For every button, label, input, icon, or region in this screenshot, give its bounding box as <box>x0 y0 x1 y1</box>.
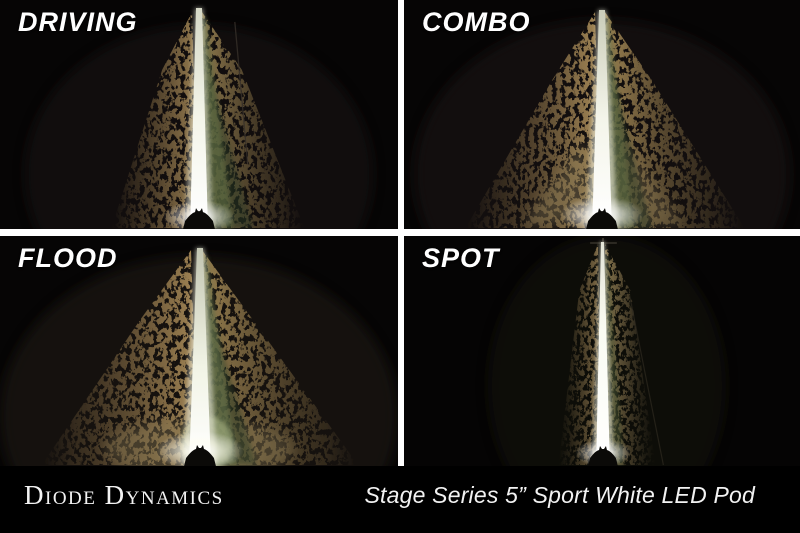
brand-logo: Diode Dynamics <box>24 480 224 510</box>
panel-label-spot: SPOT <box>422 243 500 273</box>
beam-photo-spot <box>404 236 800 466</box>
product-name: Stage Series 5” Sport White LED Pod <box>364 482 755 508</box>
beam-photo-combo <box>404 0 800 229</box>
panel-driving: DRIVING <box>0 0 398 229</box>
beam-photo-flood <box>0 236 398 466</box>
panel-spot: SPOT <box>404 236 800 466</box>
panel-combo: COMBO <box>404 0 800 229</box>
beam-pattern-grid: DRIVING <box>0 0 800 466</box>
beam-photo-driving <box>0 0 398 229</box>
panel-label-flood: FLOOD <box>18 243 118 273</box>
panel-label-driving: DRIVING <box>18 7 138 37</box>
caption-bar: Diode Dynamics Stage Series 5” Sport Whi… <box>0 466 800 533</box>
panel-label-combo: COMBO <box>422 7 531 37</box>
panel-flood: FLOOD <box>0 236 398 466</box>
